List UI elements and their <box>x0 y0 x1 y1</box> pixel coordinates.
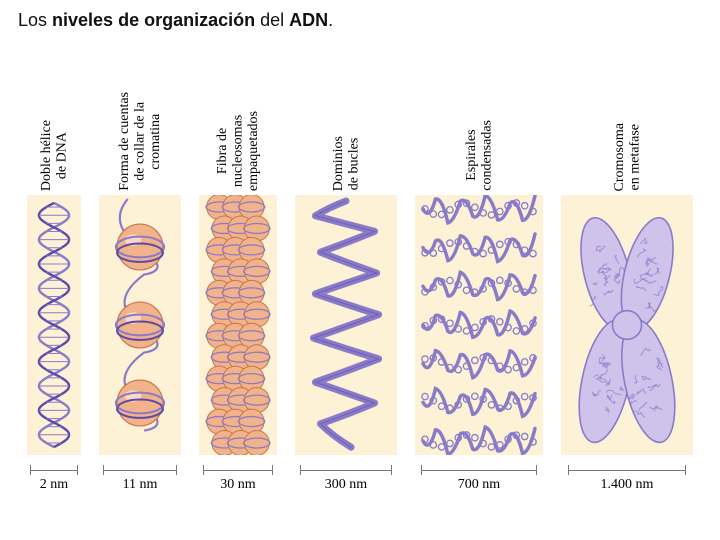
scale-bar: 2 nm <box>18 465 90 493</box>
column-label: Espiralescondensadas <box>406 41 552 191</box>
panel-fiber30 <box>199 195 277 455</box>
scale-bracket <box>568 465 687 475</box>
dna-organization-figure: Doble hélicede DNA 2 nm Forma de cuentasde… <box>18 41 702 511</box>
scale-bracket <box>300 465 392 475</box>
scale-label: 11 nm <box>123 477 158 493</box>
scale-label: 30 nm <box>220 477 255 493</box>
scale-bracket <box>421 465 536 475</box>
scale-bracket <box>203 465 273 475</box>
column-beads: Forma de cuentasde collar de lacromatina… <box>90 41 190 511</box>
scale-bar: 700 nm <box>406 465 552 493</box>
scale-label: 300 nm <box>325 477 367 493</box>
column-fiber30: Fibra denucleosomasempaquetados 30 nm <box>190 41 286 511</box>
column-label: Fibra denucleosomasempaquetados <box>190 41 286 191</box>
column-spirals: Espiralescondensadas 700 nm <box>406 41 552 511</box>
title-bold2: ADN <box>289 10 328 30</box>
scale-bar: 11 nm <box>90 465 190 493</box>
scale-bar: 30 nm <box>190 465 286 493</box>
title-suffix: del <box>255 10 289 30</box>
column-chromosome: Cromosomaen metafase 1.400 nm <box>552 41 702 511</box>
panel-loops <box>295 195 397 455</box>
scale-label: 2 nm <box>40 477 68 493</box>
scale-label: 1.400 nm <box>601 477 654 493</box>
column-label-text: Doble hélicede DNA <box>39 120 70 191</box>
scale-bracket <box>103 465 177 475</box>
column-label-text: Cromosomaen metafase <box>612 123 643 191</box>
title-tail: . <box>328 10 333 30</box>
column-loops: Dominiosde bucles 300 nm <box>286 41 406 511</box>
column-label-text: Dominiosde bucles <box>331 136 362 191</box>
panel-beads <box>99 195 181 455</box>
scale-bracket <box>30 465 79 475</box>
column-label: Doble hélicede DNA <box>18 41 90 191</box>
panel-chromosome <box>561 195 693 455</box>
column-label-text: Forma de cuentasde collar de lacromatina <box>117 92 163 191</box>
panel-dna_helix <box>27 195 81 455</box>
column-label-text: Fibra denucleosomasempaquetados <box>215 111 261 191</box>
column-label: Dominiosde bucles <box>286 41 406 191</box>
column-label: Cromosomaen metafase <box>552 41 702 191</box>
page: Los niveles de organización del ADN. Dob… <box>0 0 720 540</box>
panel-spirals <box>415 195 543 455</box>
column-label-text: Espiralescondensadas <box>464 120 495 191</box>
title-bold: niveles de organización <box>52 10 255 30</box>
scale-label: 700 nm <box>458 477 500 493</box>
page-title: Los niveles de organización del ADN. <box>18 10 702 31</box>
column-dna_helix: Doble hélicede DNA 2 nm <box>18 41 90 511</box>
scale-bar: 300 nm <box>286 465 406 493</box>
column-label: Forma de cuentasde collar de lacromatina <box>90 41 190 191</box>
scale-bar: 1.400 nm <box>552 465 702 493</box>
title-prefix: Los <box>18 10 52 30</box>
